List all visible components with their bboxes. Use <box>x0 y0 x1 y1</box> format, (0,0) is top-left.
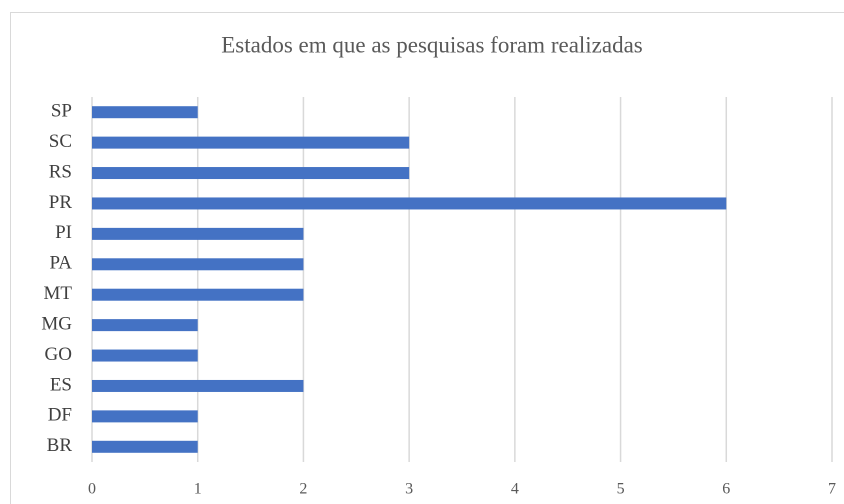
bar <box>92 440 198 453</box>
y-tick-label: DF <box>48 405 72 426</box>
y-tick-label: ES <box>50 374 72 395</box>
bar <box>92 136 410 149</box>
bar <box>92 167 410 180</box>
x-tick-label: 6 <box>722 481 730 498</box>
x-tick-label: 7 <box>828 481 836 498</box>
x-tick-label: 0 <box>88 481 96 498</box>
bar <box>92 379 304 392</box>
bar <box>92 319 198 332</box>
y-tick-label: PR <box>49 192 73 213</box>
bar <box>92 288 304 301</box>
bar <box>92 227 304 240</box>
chart-frame <box>10 12 844 504</box>
bar <box>92 410 198 423</box>
y-tick-label: RS <box>49 161 72 182</box>
chart-title: Estados em que as pesquisas foram realiz… <box>221 32 643 57</box>
y-tick-label: BR <box>47 435 73 456</box>
bar <box>92 258 304 271</box>
y-tick-label: GO <box>45 344 72 365</box>
y-tick-label: SC <box>49 131 72 152</box>
x-tick-label: 2 <box>299 481 307 498</box>
y-tick-label: PA <box>49 253 72 274</box>
bar <box>92 197 727 210</box>
x-tick-label: 5 <box>617 481 625 498</box>
x-tick-label: 3 <box>405 481 413 498</box>
bar <box>92 349 198 362</box>
x-tick-label: 4 <box>511 481 519 498</box>
bar <box>92 106 198 119</box>
y-tick-label: SP <box>51 101 72 122</box>
y-tick-label: MT <box>44 283 73 304</box>
y-tick-label: PI <box>55 222 72 243</box>
y-tick-label: MG <box>41 313 72 334</box>
x-tick-label: 1 <box>194 481 202 498</box>
